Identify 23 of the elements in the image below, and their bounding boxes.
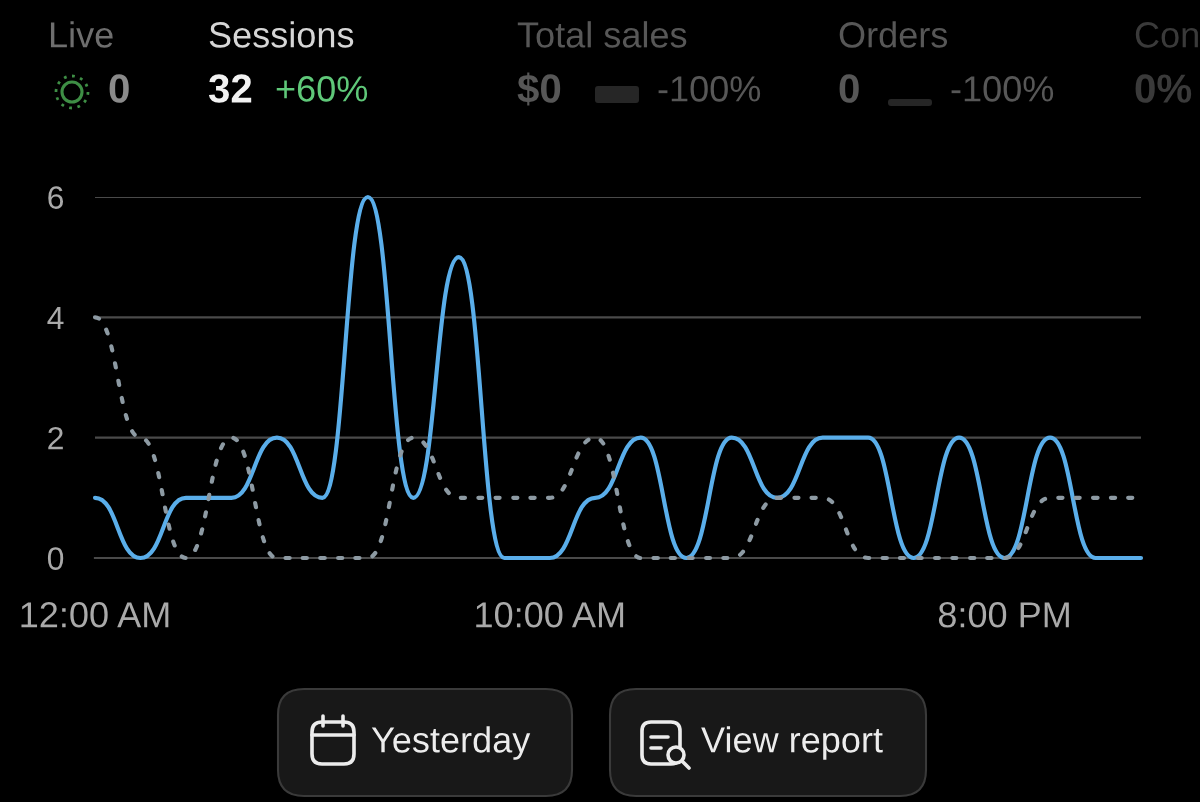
text: 0 [109,74,129,103]
text: View report [701,726,883,760]
text: Orders [839,21,948,48]
y-tick-label: 0 [47,547,64,570]
text: Live [50,21,113,48]
text: -100% [658,76,761,102]
line-series [92,194,1144,561]
x-tick-label: 8:00 PM [938,602,1069,628]
text: Total sales [517,21,687,48]
text: 0 [839,74,859,103]
text: 0% [1135,74,1192,103]
x-tick-label: 12:00 AM [21,602,169,628]
text: Sessions [209,21,354,48]
y-tick-label: 6 [48,186,64,209]
text: $0 [517,72,561,106]
y-tick-label: 4 [47,306,64,329]
text: Yesterday [371,726,531,760]
text: Con [1135,22,1198,48]
x-tick-label: 10:00 AM [476,602,624,628]
text: +60% [276,76,368,102]
y-tick-label: 2 [48,426,63,450]
text: -100% [951,76,1054,102]
text: 32 [208,74,252,103]
